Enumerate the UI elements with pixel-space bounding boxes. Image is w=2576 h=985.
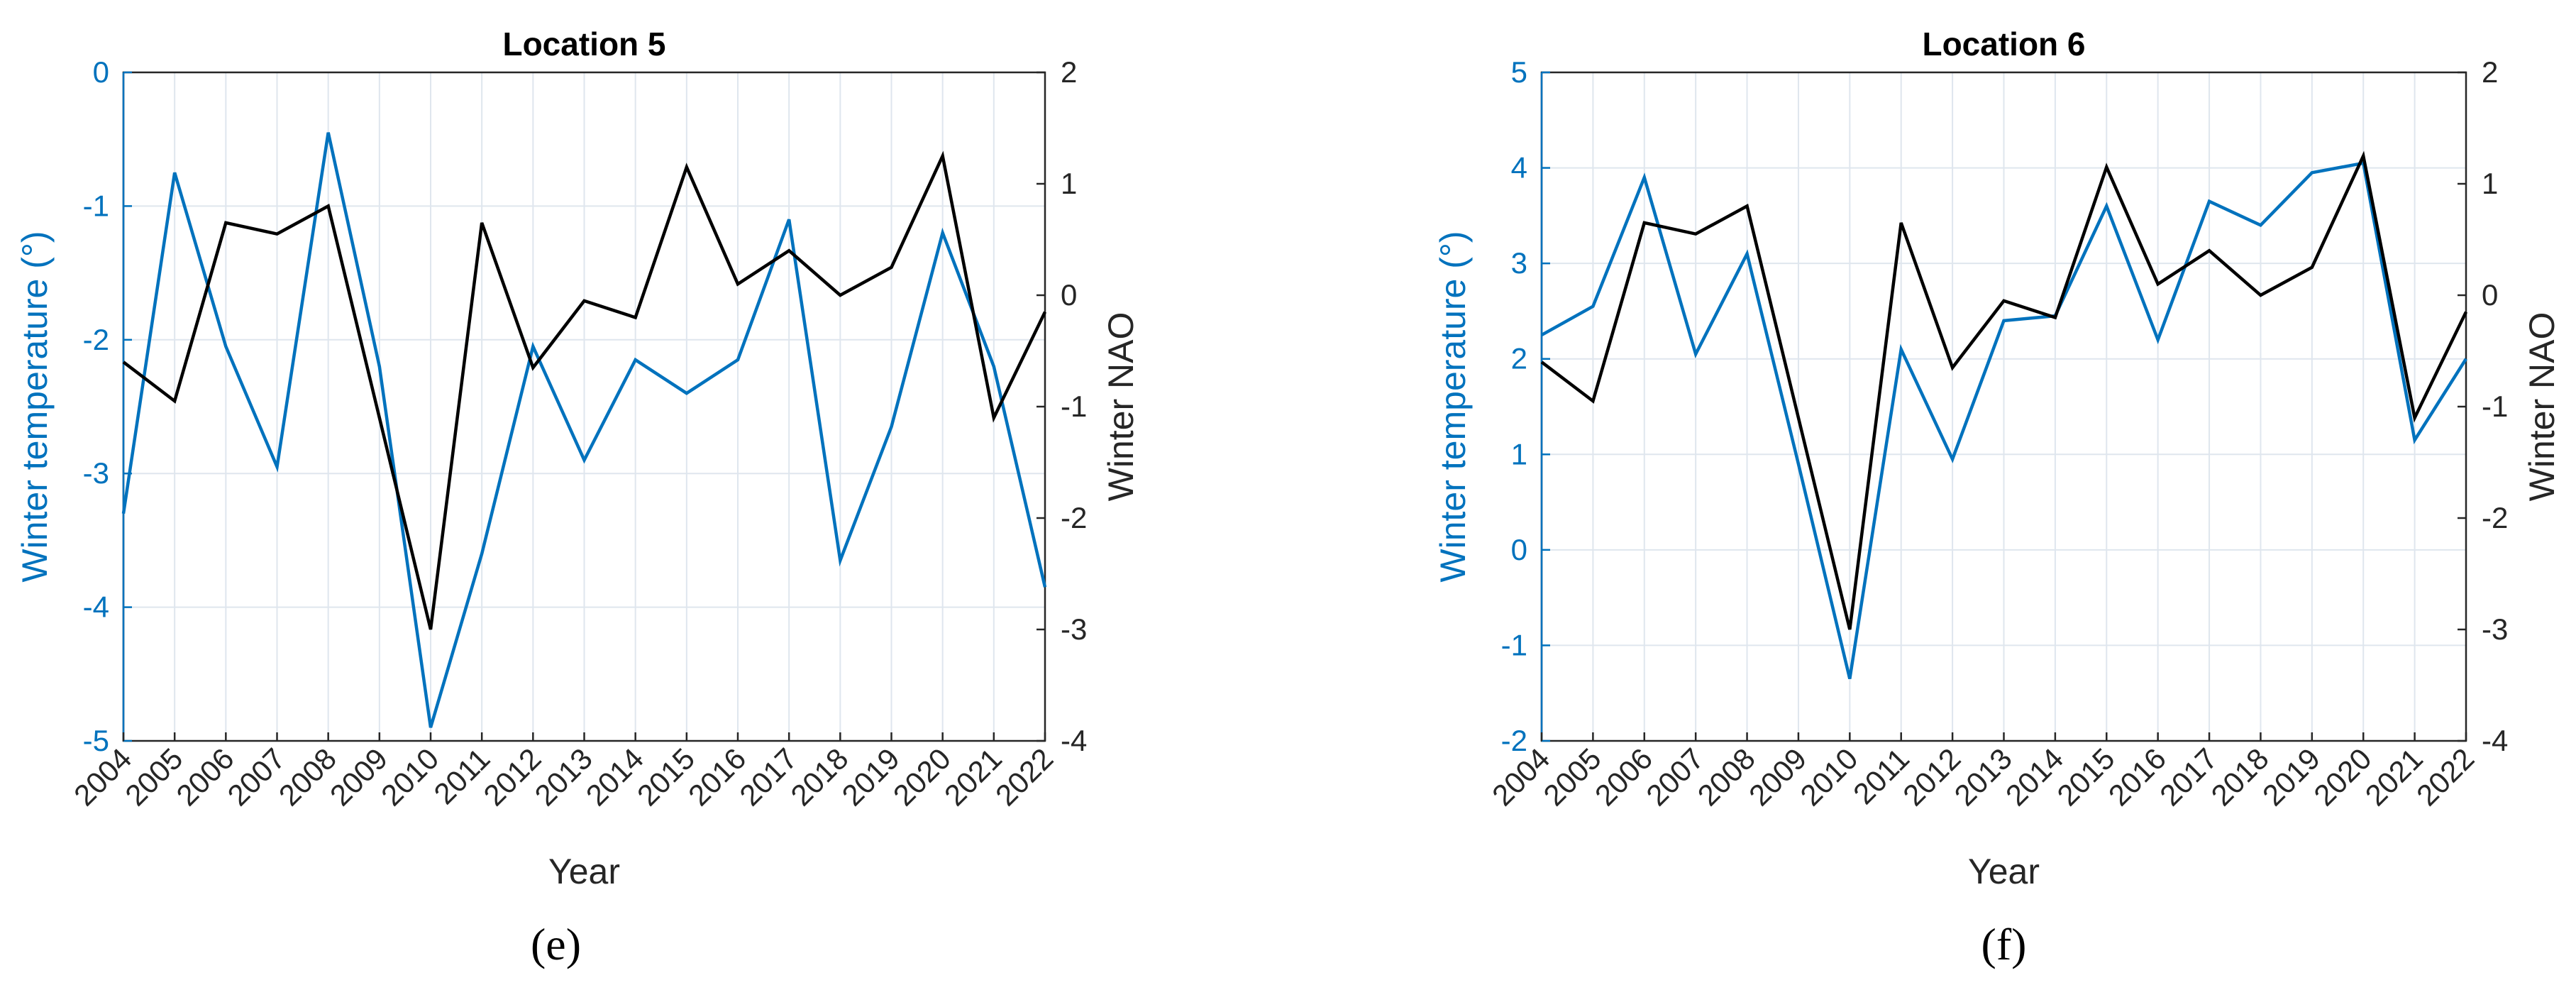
x-tick-label: 2005 bbox=[1537, 742, 1607, 812]
x-tick-label: 2006 bbox=[170, 742, 240, 812]
x-tick-label: 2022 bbox=[989, 742, 1059, 812]
chart-title: Location 6 bbox=[1922, 26, 2085, 62]
right-y-tick-label: 0 bbox=[1061, 278, 1077, 312]
left-y-tick-label: -3 bbox=[83, 456, 109, 490]
x-tick-label: 2012 bbox=[477, 742, 547, 812]
x-tick-label: 2009 bbox=[324, 742, 394, 812]
x-tick-label: 2014 bbox=[580, 742, 650, 812]
right-y-axis-label: Winter NAO bbox=[2522, 312, 2562, 502]
left-y-tick-label: -4 bbox=[83, 590, 109, 624]
x-tick-label: 2017 bbox=[2153, 742, 2223, 812]
x-tick-label: 2012 bbox=[1896, 742, 1967, 812]
x-tick-label: 2010 bbox=[1793, 742, 1864, 812]
left-y-tick-label: 2 bbox=[1511, 342, 1527, 375]
x-tick-label: 2006 bbox=[1588, 742, 1659, 812]
left-y-axis-label: Winter temperature (°) bbox=[15, 231, 55, 582]
x-tick-label: 2017 bbox=[733, 742, 803, 812]
x-axis-label: Year bbox=[1968, 852, 2040, 891]
x-tick-label: 2018 bbox=[784, 742, 854, 812]
x-tick-label: 2008 bbox=[1691, 742, 1762, 812]
left-y-tick-label: 5 bbox=[1511, 55, 1527, 89]
x-tick-label: 2013 bbox=[1948, 742, 2018, 812]
right-y-tick-label: 2 bbox=[1061, 55, 1077, 89]
x-tick-label: 2016 bbox=[2102, 742, 2172, 812]
left-y-axis-label: Winter temperature (°) bbox=[1433, 231, 1473, 582]
left-y-tick-label: 0 bbox=[1511, 533, 1527, 566]
right-y-tick-label: 0 bbox=[2482, 278, 2498, 312]
right-y-tick-label: -2 bbox=[1061, 501, 1087, 534]
x-tick-label: 2005 bbox=[118, 742, 189, 812]
right-y-tick-label: -1 bbox=[2482, 390, 2508, 423]
x-tick-label: 2010 bbox=[375, 742, 445, 812]
x-tick-label: 2014 bbox=[1999, 742, 2069, 812]
left-y-tick-label: 4 bbox=[1511, 151, 1527, 185]
chart-title: Location 5 bbox=[502, 26, 665, 62]
right-y-axis-label: Winter NAO bbox=[1101, 312, 1141, 502]
right-y-tick-label: -4 bbox=[2482, 724, 2508, 757]
right-y-tick-label: 1 bbox=[1061, 167, 1077, 200]
x-tick-label: 2008 bbox=[272, 742, 343, 812]
right-y-tick-label: -3 bbox=[1061, 612, 1087, 646]
right-y-tick-label: -1 bbox=[1061, 390, 1087, 423]
left-y-tick-label: 3 bbox=[1511, 246, 1527, 280]
left-y-tick-label: -1 bbox=[1501, 628, 1527, 661]
left-y-tick-label: -2 bbox=[83, 323, 109, 356]
x-tick-label: 2011 bbox=[427, 742, 496, 810]
right-y-tick-label: 2 bbox=[2482, 55, 2498, 89]
x-tick-label: 2020 bbox=[2307, 742, 2377, 812]
x-tick-label: 2016 bbox=[682, 742, 752, 812]
x-tick-label: 2009 bbox=[1742, 742, 1813, 812]
right-y-tick-label: -3 bbox=[2482, 612, 2508, 646]
x-tick-label: 2015 bbox=[631, 742, 701, 812]
right-y-tick-label: -2 bbox=[2482, 501, 2508, 534]
x-tick-label: 2021 bbox=[2359, 742, 2429, 812]
chart-panel-1: -5-4-3-2-10-4-3-2-1012200420052006200720… bbox=[15, 26, 1141, 969]
left-y-tick-label: -2 bbox=[1501, 724, 1527, 757]
panel-label: (f) bbox=[1981, 919, 2027, 969]
x-tick-label: 2018 bbox=[2205, 742, 2275, 812]
x-tick-label: 2007 bbox=[221, 742, 292, 812]
x-tick-label: 2019 bbox=[2256, 742, 2326, 812]
left-y-tick-label: 1 bbox=[1511, 437, 1527, 471]
x-tick-label: 2019 bbox=[836, 742, 906, 812]
x-axis-label: Year bbox=[548, 852, 620, 891]
x-tick-label: 2015 bbox=[2050, 742, 2121, 812]
x-tick-label: 2020 bbox=[887, 742, 957, 812]
left-y-tick-label: -1 bbox=[83, 189, 109, 222]
x-tick-label: 2007 bbox=[1640, 742, 1710, 812]
x-tick-label: 2013 bbox=[529, 742, 599, 812]
x-tick-label: 2022 bbox=[2410, 742, 2480, 812]
chart-panel-2: -2-1012345-4-3-2-10122004200520062007200… bbox=[1433, 26, 2562, 969]
right-y-tick-label: 1 bbox=[2482, 167, 2498, 200]
left-y-tick-label: 0 bbox=[93, 55, 109, 89]
left-y-tick-label: -5 bbox=[83, 724, 109, 757]
x-tick-label: 2011 bbox=[1847, 742, 1916, 810]
x-tick-label: 2021 bbox=[938, 742, 1008, 812]
panel-label: (e) bbox=[531, 919, 581, 969]
right-y-tick-label: -4 bbox=[1061, 724, 1087, 757]
